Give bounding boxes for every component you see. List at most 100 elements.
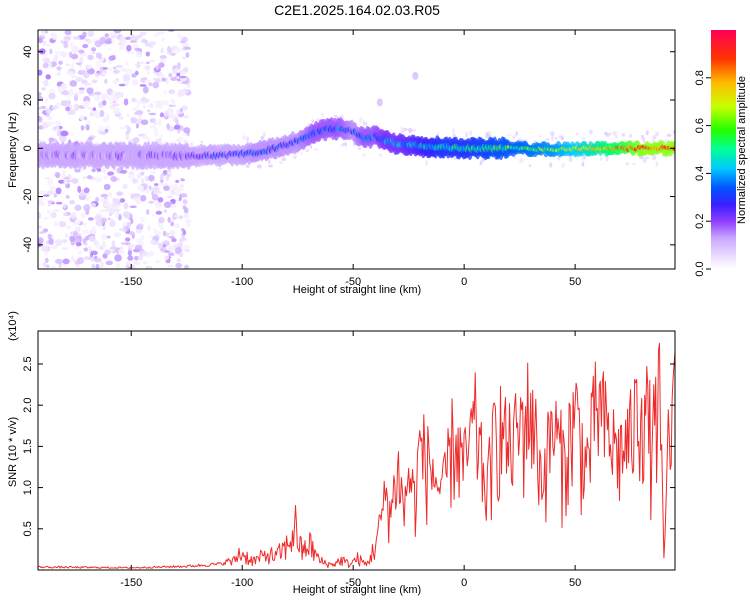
noise-speckle [581,161,585,167]
noise-speckle [166,123,170,130]
noise-speckle [70,212,77,220]
noise-speckle [292,155,297,160]
noise-speckle [38,37,43,44]
noise-speckle [246,136,249,143]
noise-speckle [91,263,96,269]
noise-speckle [42,228,49,233]
noise-speckle [152,81,160,89]
noise-speckle [148,82,153,87]
noise-speckle [62,203,67,209]
spectrogram-y-label: Frequency (Hz) [7,112,19,188]
noise-speckle [157,197,164,203]
noise-speckle [156,138,163,142]
noise-speckle [87,30,95,38]
noise-speckle [148,112,157,116]
noise-speckle [158,73,165,79]
noise-speckle [99,261,104,269]
noise-speckle [140,178,145,184]
snr-xtick-label: -150 [120,577,142,589]
noise-speckle [52,209,61,213]
noise-speckle [200,140,203,144]
noise-speckle [146,266,151,269]
snr-xtick-label: 0 [461,577,467,589]
noise-speckle [179,251,184,258]
noise-speckle [176,33,183,38]
snr-series-line [38,342,675,569]
noise-speckle [85,235,90,241]
colorbar-gradient [711,30,736,269]
noise-speckle [655,161,659,167]
noise-speckle [173,183,178,187]
noise-speckle [60,51,68,58]
noise-speckle [333,115,338,118]
noise-speckle [135,62,141,68]
noise-speckle [169,188,173,196]
noise-speckle [413,128,416,132]
noise-speckle [185,219,192,224]
noise-speckle [178,75,187,79]
noise-speckle [160,47,164,54]
noise-speckle [55,201,63,205]
noise-speckle [86,68,95,75]
noise-speckle [642,137,646,143]
noise-speckle [74,204,82,211]
noise-speckle [217,167,222,171]
noise-speckle [507,133,512,137]
noise-speckle [558,135,562,139]
noise-speckle [155,210,163,215]
noise-speckle [170,76,177,81]
noise-speckle [130,50,134,55]
noise-speckle [170,98,175,103]
noise-speckle [95,196,100,203]
noise-speckle [159,134,163,140]
noise-speckle [81,229,90,234]
noise-speckle [38,116,43,123]
noise-speckle [45,176,50,180]
noise-speckle [112,209,121,212]
noise-speckle [73,104,78,109]
noise-speckle [38,92,42,96]
noise-speckle [94,215,102,221]
noise-speckle [625,162,630,166]
spectrogram-ytick-label: -20 [22,189,34,205]
noise-speckle [50,244,58,250]
noise-speckle [168,235,175,239]
noise-speckle [104,78,108,84]
colorbar-tick-label: 0.6 [694,118,706,133]
noise-speckle [71,178,79,184]
noise-speckle [100,193,109,198]
noise-speckle [166,50,173,55]
noise-speckle [45,97,49,104]
noise-speckle [65,106,71,112]
noise-speckle [127,255,134,261]
noise-speckle [171,237,177,243]
noise-speckle [182,245,189,252]
noise-speckle [139,31,147,36]
noise-speckle [135,228,143,234]
noise-speckle [485,132,489,137]
noise-speckle [59,135,67,143]
noise-speckle [130,193,134,200]
noise-speckle [46,121,54,127]
noise-speckle [107,217,111,220]
colorbar-tick-label: 0.4 [694,166,706,181]
noise-speckle [147,224,151,232]
noise-speckle [672,130,675,134]
trace-feature [376,98,383,107]
colorbar-tick-label: 0.0 [694,261,706,276]
noise-speckle [156,31,165,35]
noise-speckle [106,37,112,42]
noise-speckle [167,252,175,257]
noise-speckle [109,105,115,110]
noise-speckle [98,130,106,135]
noise-speckle [39,231,45,234]
noise-speckle [268,159,271,165]
noise-speckle [79,69,87,73]
noise-speckle [102,43,109,46]
noise-speckle [123,98,129,106]
snr-panel: -150 -100 -50 0 50 0.5 1.0 1.5 2.0 2.5 Height of… [7,311,676,596]
noise-speckle [101,233,107,241]
noise-speckle [104,128,109,134]
noise-speckle [65,194,70,200]
